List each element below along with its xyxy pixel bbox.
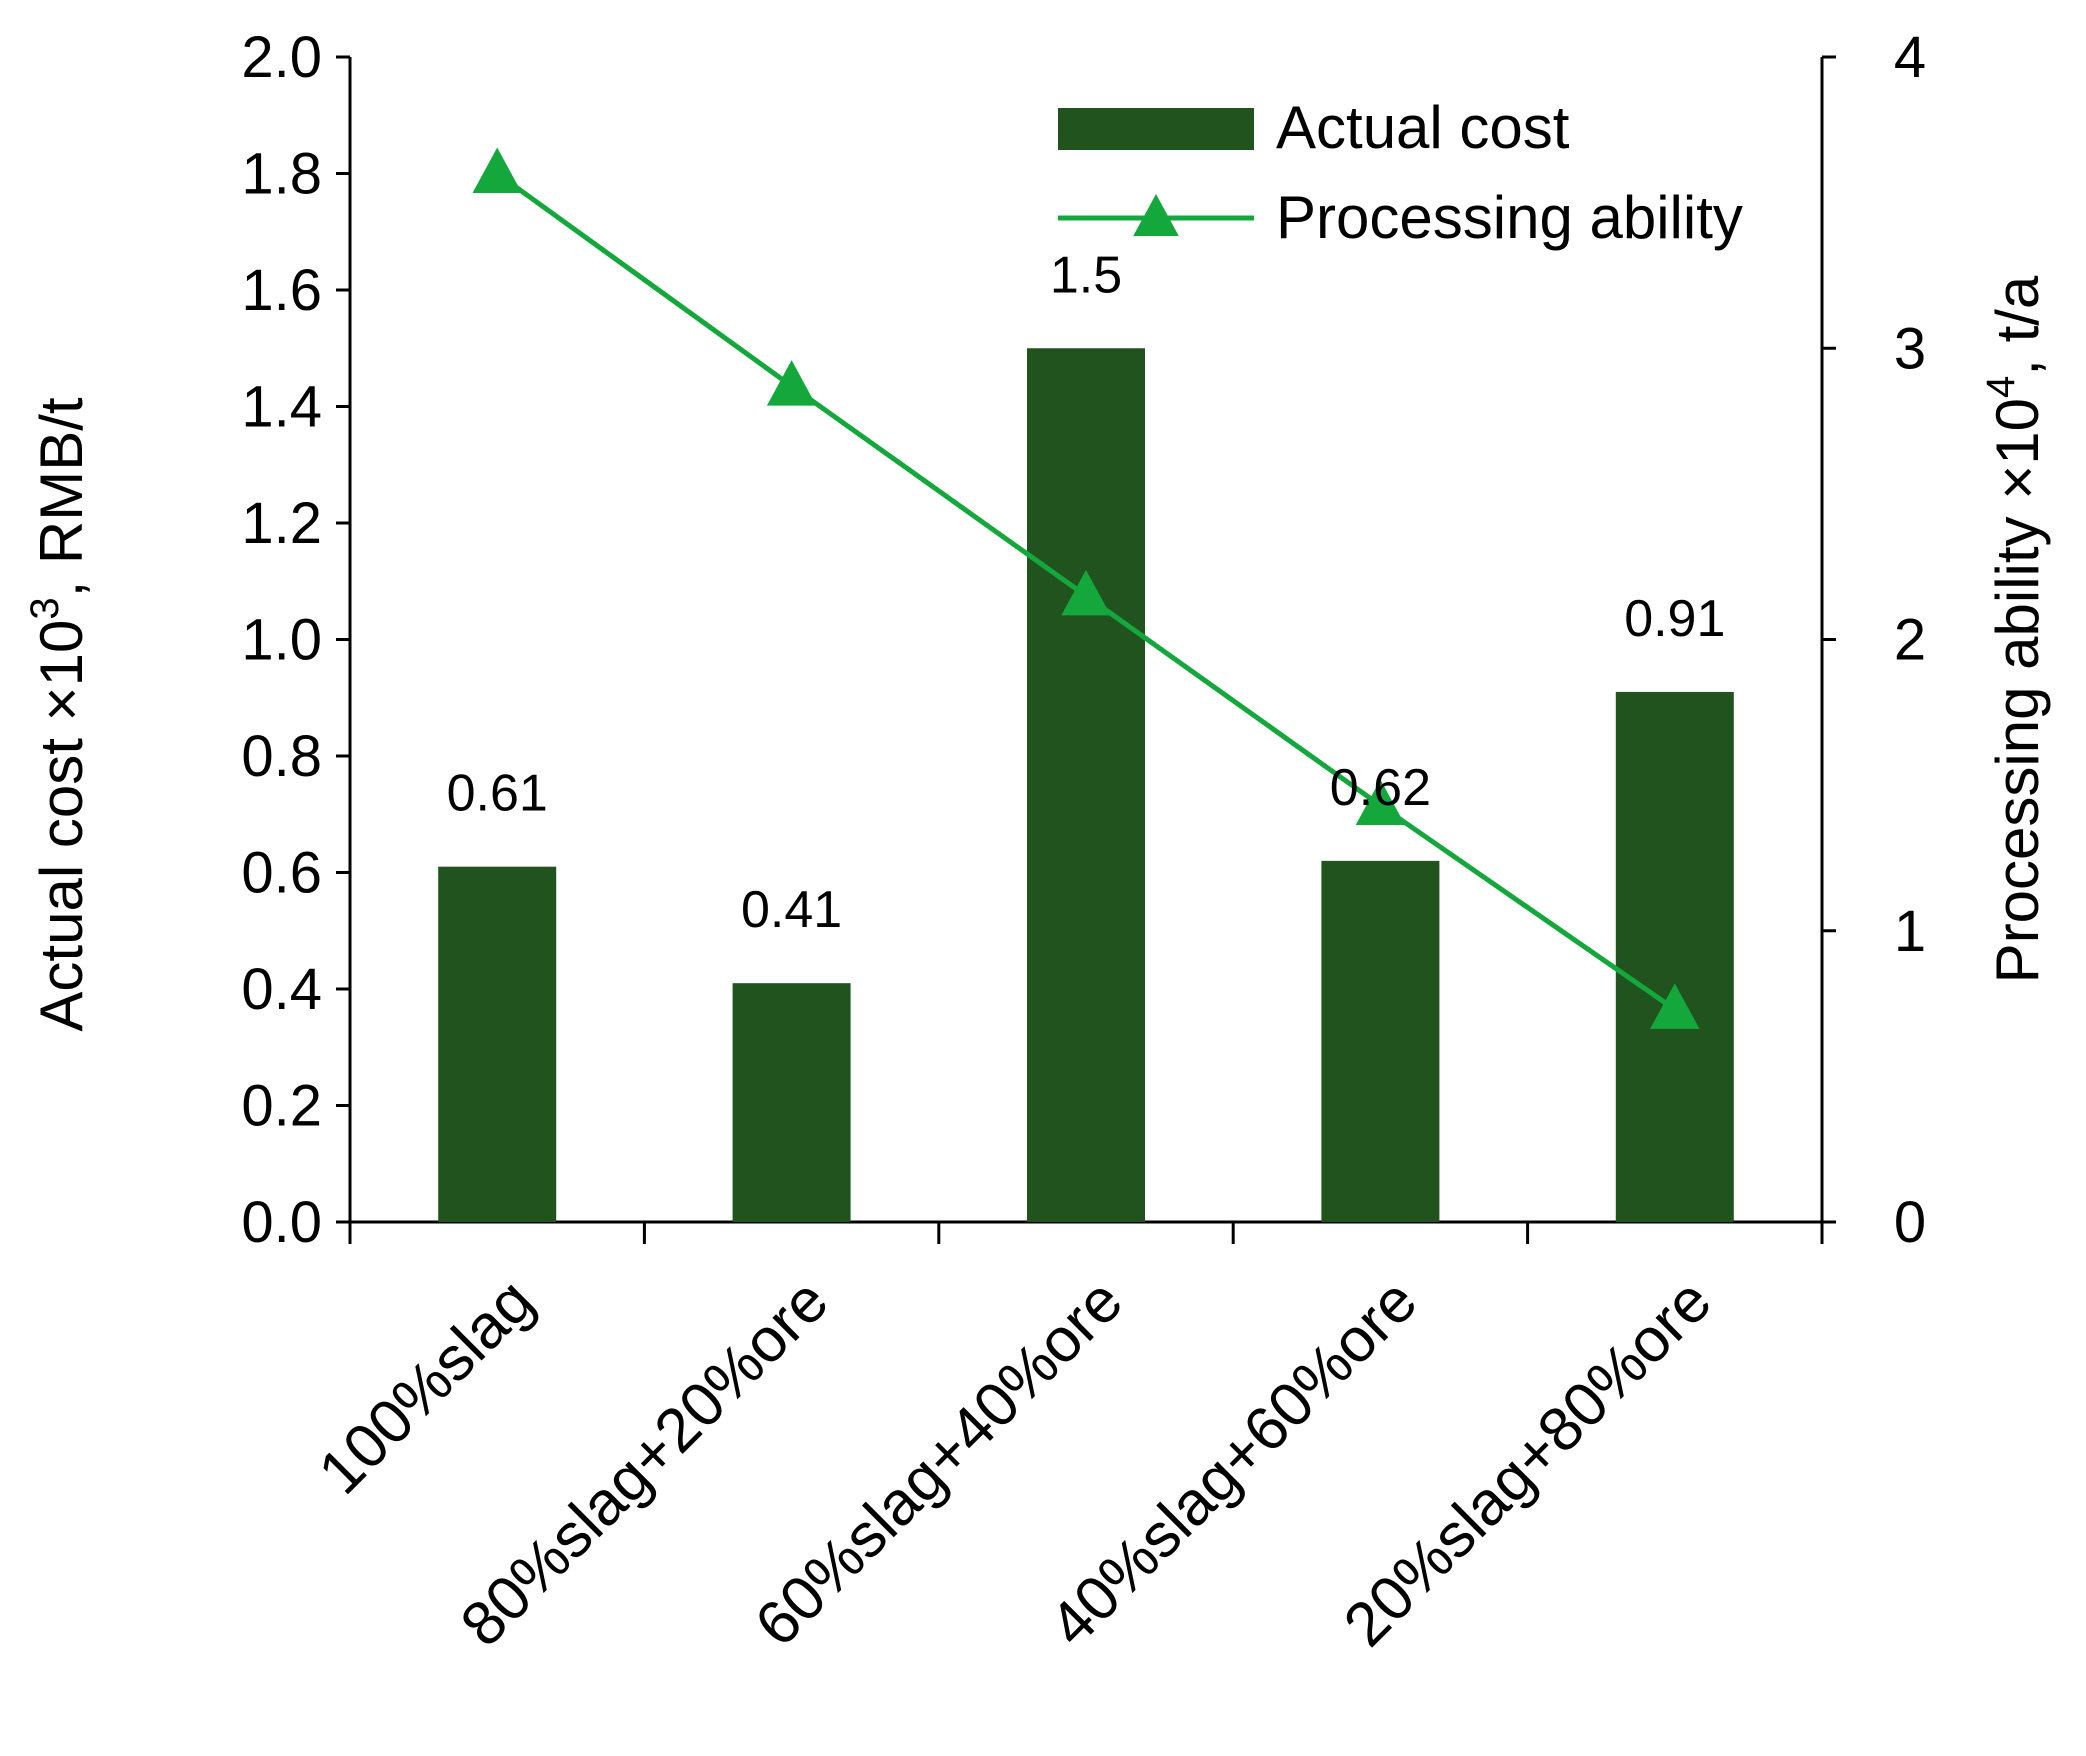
legend-label-actual-cost: Actual cost — [1276, 94, 1570, 161]
legend: Actual cost Processing ability — [1058, 94, 1743, 251]
left-tick-label: 1.2 — [241, 491, 322, 556]
left-tick-label: 0.6 — [241, 841, 322, 906]
axes-group: 0.0 0.2 0.4 0.6 0.8 1.0 1.2 1.4 1.6 1.8 2.0 0 1 2 3 4 Ac… — [23, 25, 2051, 1255]
legend-triangle-marker — [1133, 194, 1179, 236]
left-tick-label: 0.0 — [241, 1190, 322, 1255]
left-tick-label: 1.8 — [241, 142, 322, 207]
line-group — [472, 147, 1700, 1029]
bar-actual-cost — [1615, 691, 1734, 1222]
left-tick-label: 1.4 — [241, 375, 322, 440]
right-tick-label: 4 — [1894, 25, 1926, 90]
processing-ability-marker — [1355, 779, 1406, 826]
left-tick-label: 1.0 — [241, 608, 322, 673]
left-tick-label: 0.2 — [241, 1074, 322, 1139]
right-axis-title: Processing ability ×104, t/a — [1979, 275, 2051, 983]
processing-ability-marker — [766, 360, 817, 406]
bar-actual-cost — [1321, 860, 1440, 1222]
bar-data-label: 0.91 — [1624, 590, 1725, 648]
left-axis-title-main: Actual cost ×10 — [28, 620, 95, 1032]
legend-bar-swatch — [1058, 108, 1254, 150]
processing-ability-marker — [472, 147, 522, 193]
legend-label-processing-ability: Processing ability — [1276, 184, 1743, 251]
right-axis-title-exponent: 4 — [1979, 376, 2023, 398]
processing-ability-marker — [1650, 983, 1700, 1029]
x-category-label: 100%slag — [306, 1266, 547, 1507]
right-tick-label: 0 — [1894, 1190, 1926, 1255]
left-axis-title: Actual cost ×103, RMB/t — [23, 397, 95, 1032]
right-tick-label: 2 — [1894, 608, 1926, 673]
bar-actual-cost — [438, 866, 557, 1222]
right-tick-label: 3 — [1894, 316, 1926, 381]
left-tick-label: 0.8 — [241, 724, 322, 789]
bar-data-label: 1.5 — [1050, 246, 1122, 304]
bar-actual-cost — [1027, 348, 1145, 1222]
bar-data-label: 0.61 — [447, 765, 548, 823]
right-axis-title-main: Processing ability ×10 — [1984, 398, 2051, 983]
left-tick-label: 2.0 — [241, 25, 322, 90]
left-tick-label: 1.6 — [241, 258, 322, 323]
right-axis-title-unit: , t/a — [1984, 275, 2051, 376]
left-axis-title-exponent: 3 — [23, 597, 67, 619]
bar-data-label: 0.62 — [1330, 759, 1431, 817]
left-axis-title-unit: , RMB/t — [28, 397, 95, 597]
left-tick-label: 0.4 — [241, 957, 322, 1022]
bar-data-label: 0.41 — [741, 881, 842, 939]
right-tick-label: 1 — [1894, 899, 1926, 964]
bars-group — [438, 348, 1734, 1222]
bar-actual-cost — [732, 983, 851, 1222]
processing-ability-marker — [1061, 569, 1111, 616]
